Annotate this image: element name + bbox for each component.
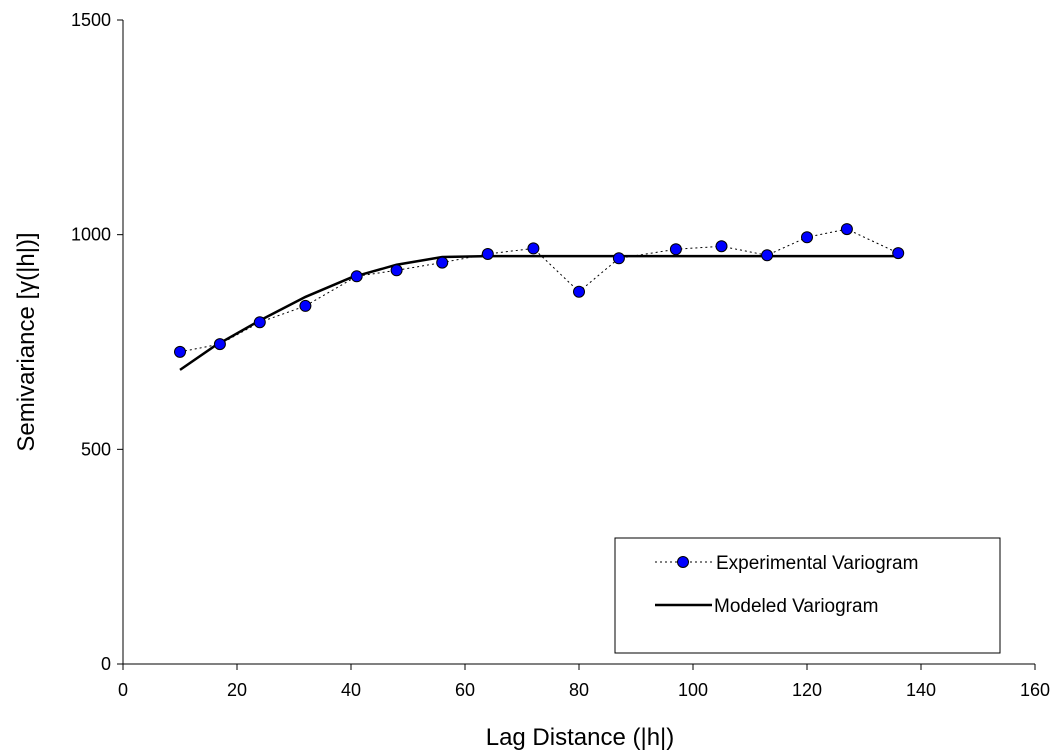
x-tick-label: 0 xyxy=(118,680,128,700)
experimental-point xyxy=(299,299,312,312)
legend: Experimental Variogram Modeled Variogram xyxy=(614,537,1001,654)
plot-series xyxy=(174,223,905,371)
experimental-point xyxy=(350,270,363,283)
y-tick-label: 1500 xyxy=(71,10,111,30)
experimental-point xyxy=(761,249,774,262)
legend-experimental-label: Experimental Variogram xyxy=(716,553,918,574)
x-tick-label: 60 xyxy=(455,680,475,700)
experimental-point xyxy=(253,316,266,329)
experimental-point xyxy=(715,240,728,253)
experimental-point xyxy=(436,256,449,269)
experimental-point xyxy=(481,247,494,260)
y-axis-title: Semivariance [γ(|h|)] xyxy=(13,232,40,451)
axes: 0 20 40 60 80 100 120 140 160 0 500 1000 1500 xyxy=(71,10,1050,700)
experimental-point xyxy=(612,252,625,265)
x-tick-label: 140 xyxy=(906,680,936,700)
experimental-point xyxy=(573,285,585,298)
experimental-point xyxy=(801,231,813,244)
y-tick-label: 0 xyxy=(101,654,111,674)
x-tick-label: 100 xyxy=(678,680,708,700)
x-tick-label: 160 xyxy=(1020,680,1050,700)
experimental-point xyxy=(213,338,226,351)
legend-modeled-label: Modeled Variogram xyxy=(714,596,878,617)
experimental-point xyxy=(390,264,403,277)
experimental-point xyxy=(892,247,905,260)
x-tick-label: 120 xyxy=(792,680,822,700)
x-tick-label: 20 xyxy=(227,680,247,700)
experimental-point xyxy=(527,242,540,255)
legend-box xyxy=(614,537,1001,654)
modeled-variogram-line xyxy=(179,254,899,371)
y-tick-label: 500 xyxy=(81,439,111,459)
y-tick-label: 1000 xyxy=(71,225,111,245)
experimental-point xyxy=(174,345,186,358)
x-axis-title: Lag Distance (|h|) xyxy=(486,724,675,751)
legend-experimental-marker xyxy=(677,556,689,568)
experimental-point xyxy=(840,223,853,236)
experimental-point xyxy=(669,243,682,256)
x-tick-label: 40 xyxy=(341,680,361,700)
x-tick-label: 80 xyxy=(569,680,589,700)
